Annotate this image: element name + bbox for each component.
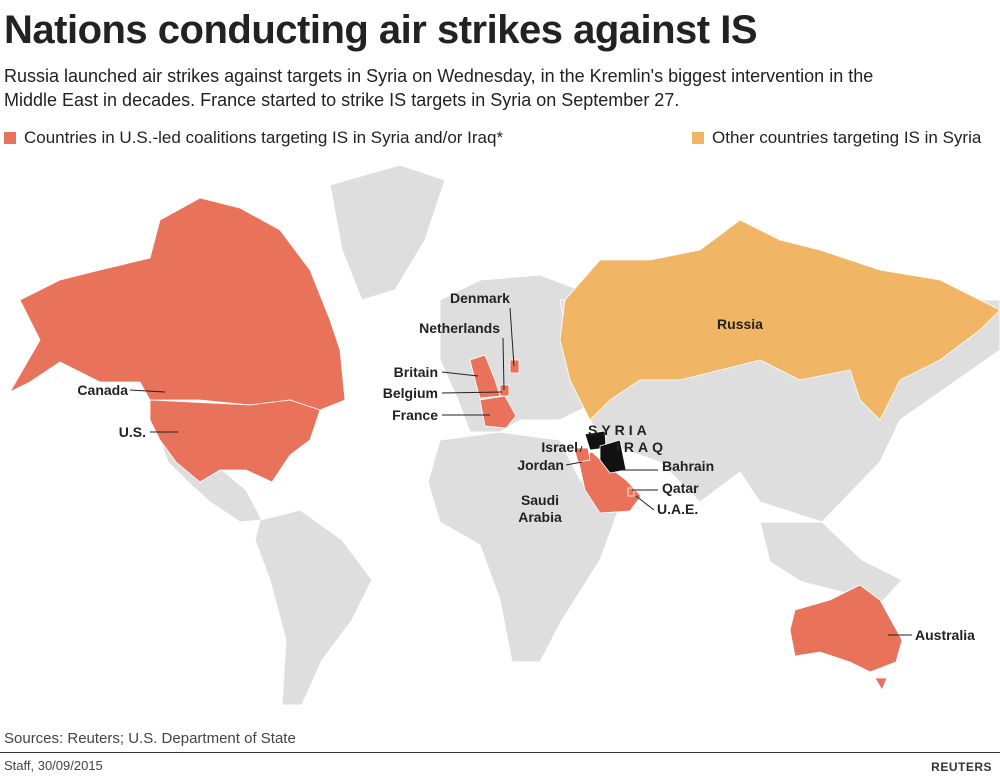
leader-lines <box>129 307 912 636</box>
legend-label: Other countries targeting IS in Syria <box>712 128 982 147</box>
gulf-states <box>627 487 635 497</box>
greenland <box>329 164 446 301</box>
brand: REUTERS <box>931 760 992 774</box>
country-label: U.S. <box>118 424 146 440</box>
country-label: Britain <box>393 364 438 380</box>
country-label: Canada <box>77 382 128 398</box>
country-label: Bahrain <box>662 458 715 474</box>
country-label: Australia <box>915 627 975 643</box>
southeast-asia <box>759 521 903 603</box>
russia <box>559 219 1000 421</box>
country-label: Saudi Arabia <box>518 492 562 525</box>
country-label: France <box>392 407 438 423</box>
tasmania <box>874 677 888 691</box>
legend-label: Countries in U.S.-led coalitions targeti… <box>24 128 504 147</box>
country-label: Qatar <box>662 480 699 496</box>
title: Nations conducting air strikes against I… <box>4 8 758 52</box>
sources: Sources: Reuters; U.S. Department of Sta… <box>4 730 296 747</box>
france <box>479 395 517 429</box>
country-label: Belgium <box>382 385 438 401</box>
legend-swatch <box>692 132 704 144</box>
country-label: Denmark <box>450 290 510 306</box>
country-label: Russia <box>717 316 763 332</box>
country-label: SYRIA <box>588 422 651 438</box>
credit: Staff, 30/09/2015 <box>4 758 103 773</box>
africa <box>427 431 623 663</box>
legend-swatch <box>4 132 16 144</box>
saudi-arabia <box>577 451 642 514</box>
legend-item: Other countries targeting IS in Syria <box>692 128 981 148</box>
country-label: IRAQ <box>616 439 667 455</box>
south-america <box>254 509 373 706</box>
benelux <box>499 384 510 397</box>
legend-item: Countries in U.S.-led coalitions targeti… <box>4 128 503 148</box>
subtitle: Russia launched air strikes against targ… <box>4 66 874 110</box>
jordan <box>573 447 591 463</box>
country-label: Jordan <box>517 457 564 473</box>
denmark <box>509 359 520 374</box>
country-label: Israel <box>541 439 578 455</box>
world-map <box>8 164 1000 706</box>
australia <box>789 584 903 673</box>
country-label: U.A.E. <box>657 501 699 517</box>
country-label: Netherlands <box>419 320 500 336</box>
us <box>149 399 321 483</box>
iraq <box>599 439 627 474</box>
canada <box>8 197 346 411</box>
rule <box>0 752 1000 753</box>
